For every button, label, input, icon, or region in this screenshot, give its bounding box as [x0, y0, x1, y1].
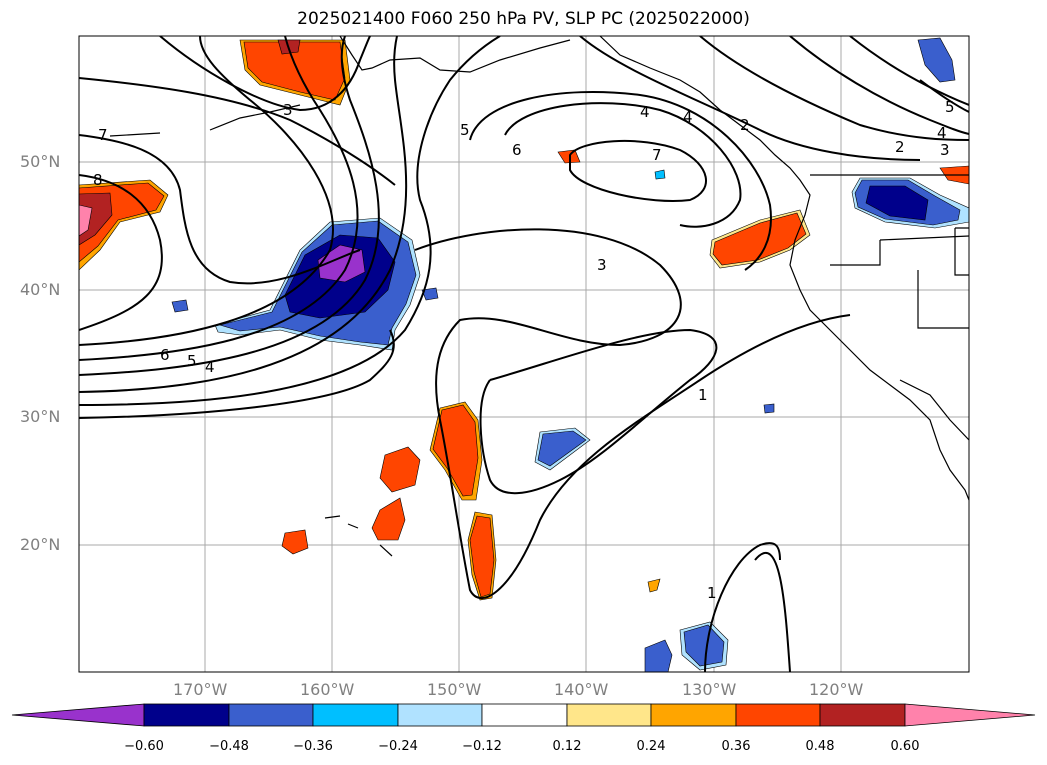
contour-label: 1: [707, 584, 717, 602]
contour-labels: 7 8 3 5 6 7 4 4 2 2 3 4 5 3 6 5 4 1 1: [93, 98, 955, 602]
lat-label: 30°N: [20, 407, 61, 426]
contour-label: 4: [683, 108, 693, 126]
colorbar-tick: −0.48: [209, 739, 249, 754]
lon-label: 170°W: [173, 680, 228, 699]
colorbar-tick: 0.36: [721, 739, 751, 754]
contour-label: 4: [937, 124, 947, 142]
contour-label: 1: [698, 386, 708, 404]
colorbar-extend-min: [11, 703, 145, 727]
colorbar-tick: 0.48: [805, 739, 835, 754]
pv-positive-regions: [79, 39, 969, 601]
lat-label: 50°N: [20, 152, 61, 171]
contour-label: 2: [895, 138, 905, 156]
contour-label: 7: [98, 126, 108, 144]
contour-label: 3: [283, 101, 293, 119]
lon-label: 150°W: [427, 680, 482, 699]
contour-label: 6: [160, 346, 170, 364]
contour-label: 3: [940, 141, 950, 159]
colorbar-tick: 0.60: [890, 739, 920, 754]
lon-label: 140°W: [554, 680, 609, 699]
lat-label: 20°N: [20, 535, 61, 554]
contour-label: 5: [187, 352, 197, 370]
contour-label: 3: [597, 256, 607, 274]
contour-label: 6: [512, 141, 522, 159]
slp-contours: [79, 36, 969, 672]
colorbar-tick: 0.12: [552, 739, 582, 754]
contour-label: 2: [740, 116, 750, 134]
colorbar-tick: −0.60: [124, 739, 164, 754]
lat-label: 40°N: [20, 280, 61, 299]
contour-label: 7: [652, 146, 662, 164]
coastlines: [109, 36, 969, 557]
lon-label: 160°W: [300, 680, 355, 699]
lon-label: 130°W: [682, 680, 737, 699]
lon-label: 120°W: [809, 680, 864, 699]
map-background: [79, 36, 969, 672]
contour-label: 4: [205, 358, 215, 376]
colorbar-tick: 0.24: [636, 739, 666, 754]
map-title: 2025021400 F060 250 hPa PV, SLP PC (2025…: [297, 9, 750, 29]
contour-label: 5: [945, 98, 955, 116]
pv-negative-regions: [171, 37, 969, 672]
contour-label: 5: [460, 121, 470, 139]
contour-label: 8: [93, 171, 103, 189]
colorbar-tick: −0.12: [462, 739, 502, 754]
map-frame: [78, 35, 970, 673]
colorbar-tick: −0.24: [378, 739, 418, 754]
colorbar-extend-max: [904, 703, 1036, 727]
contour-label: 4: [640, 103, 650, 121]
colorbar-tick: −0.36: [293, 739, 333, 754]
colorbar: [11, 703, 1036, 727]
